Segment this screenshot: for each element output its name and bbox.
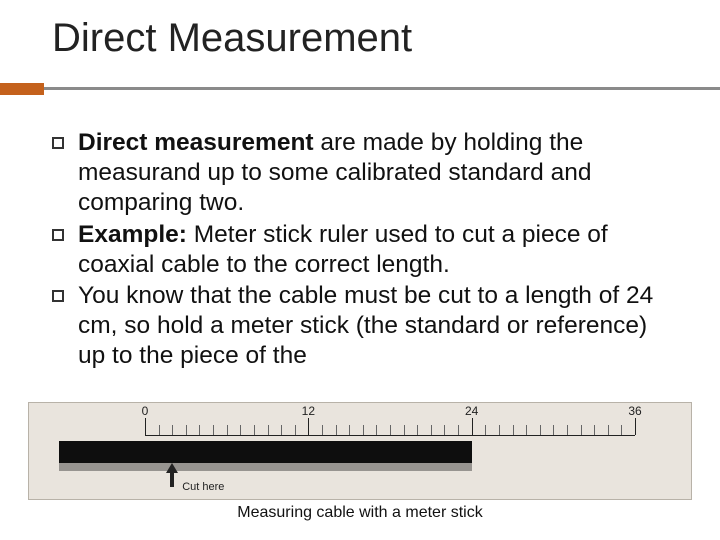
ruler-minor-tick [199,425,200,435]
bullet-icon [52,290,64,302]
ruler-minor-tick [444,425,445,435]
ruler-minor-tick [404,425,405,435]
ruler-major-tick [472,418,473,435]
ruler-major-tick [308,418,309,435]
ruler-tick-label: 0 [142,404,149,418]
cut-here-label: Cut here [182,481,224,493]
ruler-minor-tick [390,425,391,435]
ruler-tick-label: 12 [302,404,315,418]
cable-shadow [59,463,472,471]
ruler-minor-tick [499,425,500,435]
ruler-tick-label: 36 [628,404,641,418]
accent-bar [0,83,44,95]
ruler-tick-label: 24 [465,404,478,418]
ruler-minor-tick [213,425,214,435]
ruler-minor-tick [349,425,350,435]
ruler-baseline [145,435,635,436]
ruler-minor-tick [431,425,432,435]
figure-meter-stick: 0122436 Cut here [28,402,692,500]
ruler-minor-tick [227,425,228,435]
figure-caption: Measuring cable with a meter stick [0,504,720,522]
slide: Direct Measurement Direct measurement ar… [0,0,720,540]
list-item: Example: Meter stick ruler used to cut a… [52,220,672,280]
ruler-minor-tick [268,425,269,435]
ruler-minor-tick [322,425,323,435]
bullet-icon [52,137,64,149]
bullet-text: Example: Meter stick ruler used to cut a… [78,220,672,280]
ruler-minor-tick [159,425,160,435]
list-item: You know that the cable must be cut to a… [52,281,672,371]
ruler-minor-tick [336,425,337,435]
bullet-text: You know that the cable must be cut to a… [78,281,672,371]
bullet-list: Direct measurement are made by holding t… [52,128,672,373]
ruler-minor-tick [458,425,459,435]
ruler-major-tick [145,418,146,435]
bold-text: Example: [78,221,187,248]
ruler-minor-tick [186,425,187,435]
ruler-minor-tick [621,425,622,435]
ruler-minor-tick [608,425,609,435]
ruler-minor-tick [513,425,514,435]
ruler-minor-tick [417,425,418,435]
ruler-minor-tick [240,425,241,435]
page-title: Direct Measurement [52,16,412,61]
bullet-text: Direct measurement are made by holding t… [78,128,672,218]
list-item: Direct measurement are made by holding t… [52,128,672,218]
ruler-minor-tick [567,425,568,435]
ruler-minor-tick [594,425,595,435]
ruler-minor-tick [363,425,364,435]
ruler-minor-tick [281,425,282,435]
ruler-minor-tick [581,425,582,435]
ruler-minor-tick [376,425,377,435]
bold-text: Direct measurement [78,129,314,156]
ruler-minor-tick [254,425,255,435]
ruler: 0122436 [145,417,635,437]
ruler-minor-tick [295,425,296,435]
title-divider [44,87,720,90]
ruler-minor-tick [172,425,173,435]
ruler-major-tick [635,418,636,435]
arrow-up-icon [166,463,178,487]
coaxial-cable [59,441,472,463]
ruler-minor-tick [540,425,541,435]
ruler-minor-tick [553,425,554,435]
bullet-icon [52,229,64,241]
ruler-minor-tick [485,425,486,435]
ruler-minor-tick [526,425,527,435]
